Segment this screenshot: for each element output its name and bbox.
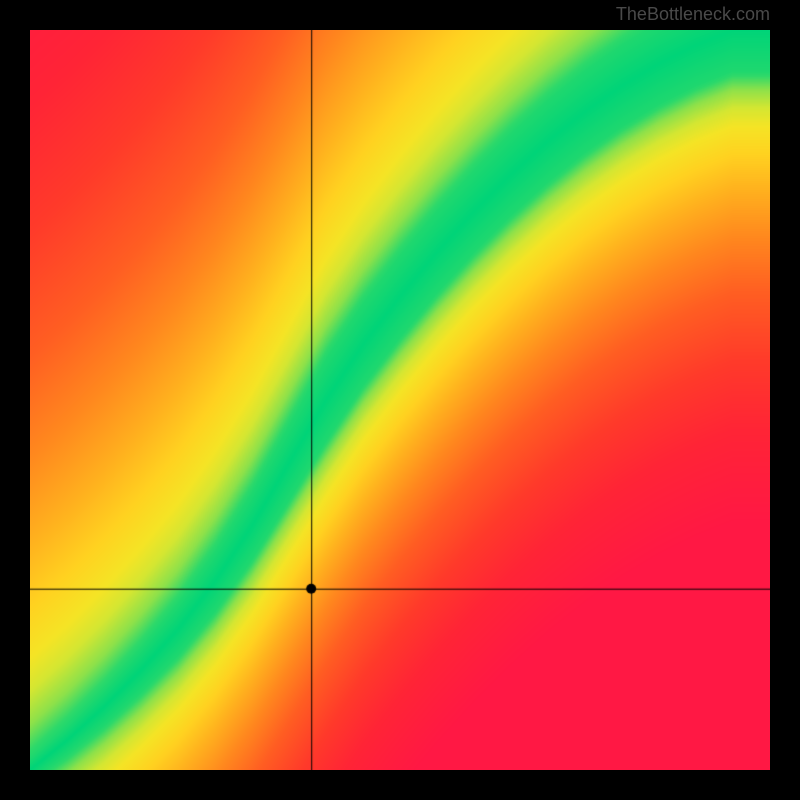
bottleneck-heatmap [30,30,770,770]
watermark-text: TheBottleneck.com [616,4,770,25]
heatmap-canvas [30,30,770,770]
